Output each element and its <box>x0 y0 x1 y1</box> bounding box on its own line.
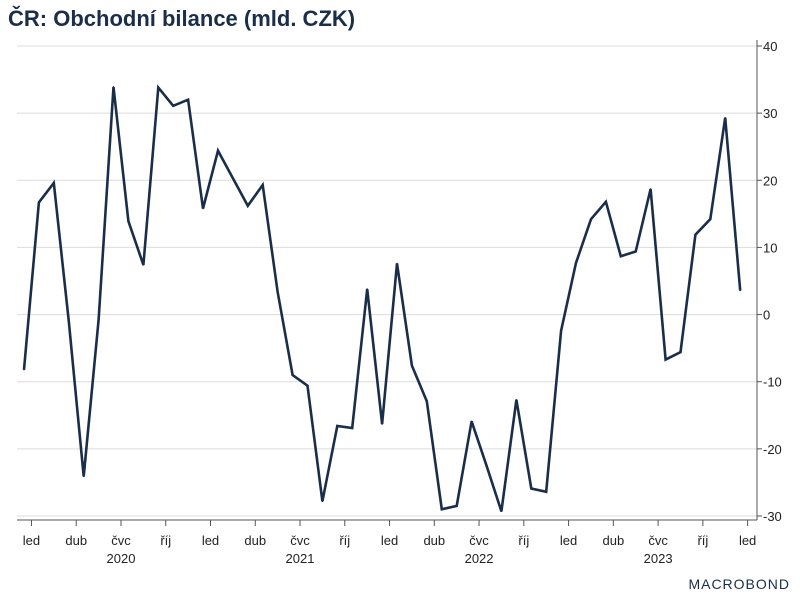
data-point <box>575 262 577 264</box>
data-point <box>67 320 70 323</box>
x-tick-label: dub <box>602 533 624 548</box>
data-point <box>440 508 443 511</box>
data-point <box>485 464 488 467</box>
data-point <box>127 220 130 223</box>
data-point <box>217 149 219 152</box>
data-point <box>560 329 562 332</box>
data-point <box>247 205 249 207</box>
data-point <box>142 264 145 266</box>
series-layer <box>22 84 742 513</box>
data-point <box>381 423 383 425</box>
y-tick-label: 30 <box>763 106 777 121</box>
x-tick-label: říj <box>697 533 708 548</box>
data-point <box>366 288 368 290</box>
y-tick-label: 10 <box>763 240 777 255</box>
x-year-label: 2021 <box>286 551 315 566</box>
data-point <box>187 98 189 101</box>
data-point <box>545 491 547 493</box>
x-axis-ticks: led dub čvc 2020 říj led dub čvc 2021 říj led dub čv… <box>17 519 757 566</box>
series-line <box>22 84 742 512</box>
x-tick-label: říj <box>160 533 171 548</box>
x-year-label: 2022 <box>465 551 494 566</box>
x-tick-label: čvc <box>290 533 310 548</box>
macrobond-logo: MACROBOND <box>688 576 790 592</box>
x-year-label: 2020 <box>107 551 136 566</box>
data-point <box>82 475 85 478</box>
data-point <box>261 184 264 186</box>
data-point <box>426 400 428 402</box>
data-point <box>500 510 503 513</box>
gridlines <box>17 45 757 517</box>
data-point <box>664 358 667 361</box>
data-point <box>590 218 592 221</box>
data-point <box>336 425 339 427</box>
data-point <box>351 427 354 429</box>
data-point <box>232 177 234 180</box>
y-tick-label: -30 <box>763 509 782 524</box>
y-tick-label: 20 <box>763 173 777 188</box>
data-point <box>53 182 55 184</box>
data-point <box>739 289 741 292</box>
data-point <box>112 86 115 88</box>
data-point <box>157 86 160 89</box>
data-point <box>709 218 712 221</box>
data-point <box>649 188 652 190</box>
x-year-label: 2023 <box>644 551 673 566</box>
x-tick-label: říj <box>339 533 350 548</box>
data-point <box>291 374 294 376</box>
y-tick-label: 40 <box>763 39 777 54</box>
data-point <box>306 384 309 387</box>
data-point <box>411 364 413 367</box>
data-point <box>172 104 174 107</box>
data-point <box>724 117 727 119</box>
x-tick-label: čvc <box>469 533 489 548</box>
x-tick-label: čvc <box>111 533 131 548</box>
data-point <box>470 420 473 423</box>
data-point <box>23 368 25 371</box>
data-point <box>396 262 398 265</box>
x-tick-label: dub <box>244 533 266 548</box>
data-point <box>276 290 279 293</box>
x-tick-label: led <box>739 533 756 548</box>
x-tick-label: led <box>560 533 577 548</box>
x-tick-label: led <box>202 533 219 548</box>
x-tick-label: led <box>381 533 398 548</box>
y-tick-label: -20 <box>763 442 782 457</box>
data-point <box>694 233 697 236</box>
data-point <box>530 487 533 490</box>
x-tick-label: čvc <box>648 533 668 548</box>
data-point <box>97 319 100 321</box>
x-tick-label: říj <box>518 533 529 548</box>
y-tick-label: 0 <box>763 308 770 323</box>
data-point <box>679 351 682 353</box>
data-point <box>634 250 637 253</box>
x-tick-label: led <box>23 533 40 548</box>
x-tick-label: dub <box>65 533 87 548</box>
data-point <box>202 207 204 210</box>
x-tick-label: dub <box>423 533 445 548</box>
y-axis-ticks: 40 30 20 10 0 -10 -20 -30 <box>756 39 782 524</box>
data-point <box>605 200 607 203</box>
data-point <box>38 201 40 204</box>
chart-title: ČR: Obchodní bilance (mld. CZK) <box>8 6 356 31</box>
data-point <box>455 505 458 507</box>
y-tick-label: -10 <box>763 375 782 390</box>
data-point <box>321 500 324 503</box>
data-point <box>620 255 622 257</box>
data-point <box>515 399 518 401</box>
